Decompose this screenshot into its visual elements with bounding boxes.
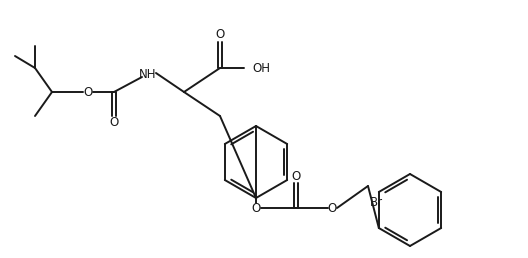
Text: O: O [215, 28, 224, 42]
Text: O: O [291, 170, 300, 182]
Text: NH: NH [139, 68, 157, 80]
Text: O: O [327, 201, 337, 214]
Text: OH: OH [252, 61, 270, 75]
Text: O: O [109, 117, 119, 130]
Text: O: O [83, 85, 92, 99]
Text: O: O [251, 201, 261, 214]
Text: Br: Br [370, 196, 383, 208]
